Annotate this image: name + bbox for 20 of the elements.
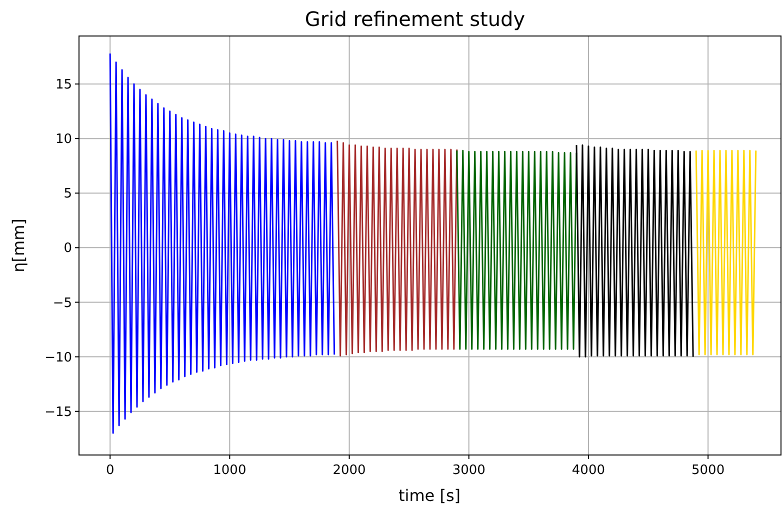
x-axis-title: time [s] <box>398 486 461 505</box>
chart-title: Grid refinement study <box>304 7 526 31</box>
y-tick-label: 5 <box>64 186 72 202</box>
y-axis-title: η[mm] <box>9 218 28 272</box>
y-tick-label: 15 <box>55 78 72 93</box>
x-tick-label: 0 <box>106 463 114 478</box>
x-tick-label: 5000 <box>692 463 725 478</box>
y-tick-label: −10 <box>44 350 72 366</box>
x-tick-label: 1000 <box>213 463 246 478</box>
line-series <box>576 144 694 358</box>
x-tick-label: 2000 <box>332 463 366 478</box>
x-tick-label: 3000 <box>452 463 486 478</box>
line-series <box>336 140 458 356</box>
y-tick-label: 10 <box>55 132 72 148</box>
y-tick-label: −5 <box>52 296 72 311</box>
line-series <box>456 150 578 350</box>
y-tick-label: −15 <box>44 404 72 420</box>
x-tick-label: 4000 <box>572 463 606 478</box>
y-tick-label: 0 <box>64 241 72 256</box>
line-series <box>109 52 336 434</box>
